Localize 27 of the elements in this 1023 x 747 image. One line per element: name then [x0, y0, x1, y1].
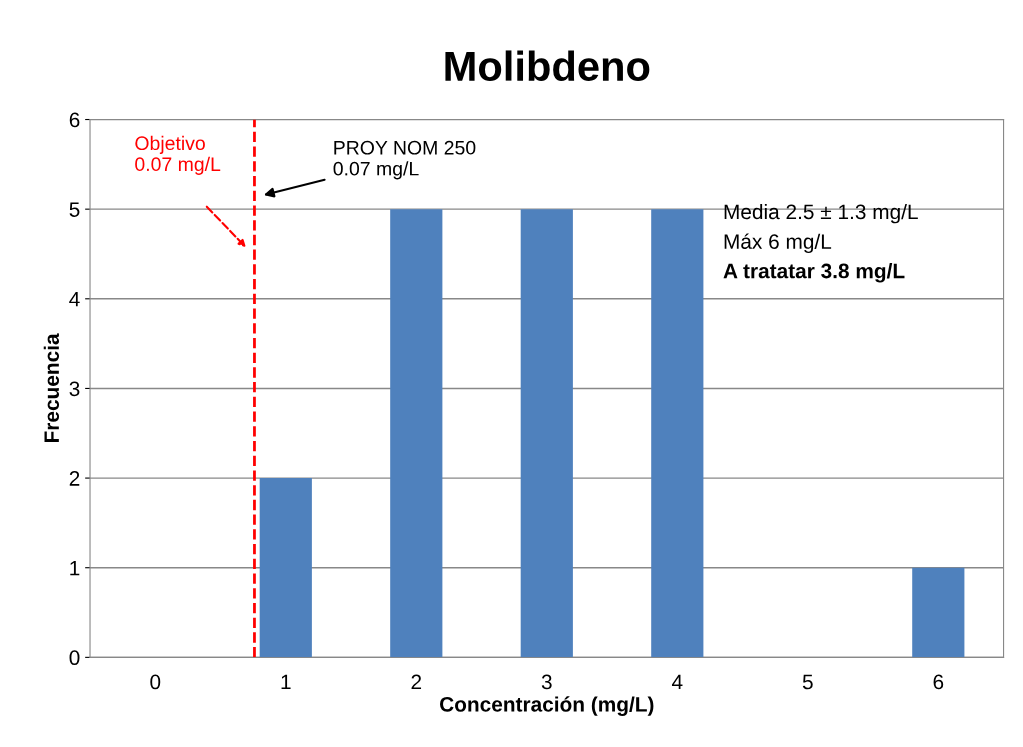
annotation: PROY NOM 250 0.07 mg/L [333, 140, 476, 180]
bar [912, 567, 965, 658]
y-tick-label: 1 [70, 560, 80, 576]
annotation: Media 2.5 ± 1.3 mg/L [724, 203, 918, 224]
x-tick-label: 4 [671, 674, 683, 690]
annotation: Máx 6 mg/L [724, 233, 832, 254]
y-tick-label: 4 [69, 292, 80, 307]
bar [520, 209, 573, 658]
bar [259, 478, 312, 658]
y-tick-label: 6 [69, 112, 80, 128]
annotation: A tratatar 3.8 mg/L [723, 263, 905, 283]
x-tick-label: 3 [541, 674, 552, 690]
ref-line-label: Objetivo 0.07 mg/L [135, 135, 221, 175]
x-tick-label: 6 [933, 674, 944, 690]
y-tick-label: 5 [69, 202, 80, 217]
bar [651, 209, 704, 658]
y-tick-label: 2 [69, 471, 80, 486]
chart-title: Molibdeno [445, 50, 650, 82]
x-tick-label: 2 [411, 674, 422, 690]
x-tick-label: 5 [802, 674, 813, 690]
y-tick-label: 3 [69, 381, 80, 397]
x-tick-label: 1 [281, 674, 291, 690]
y-tick-label: 0 [69, 650, 80, 666]
x-axis-title: Concentración (mg/L) [440, 696, 654, 716]
y-axis-title: Frecuencia [43, 333, 60, 443]
x-tick-label: 0 [150, 674, 161, 690]
bar [390, 209, 443, 658]
